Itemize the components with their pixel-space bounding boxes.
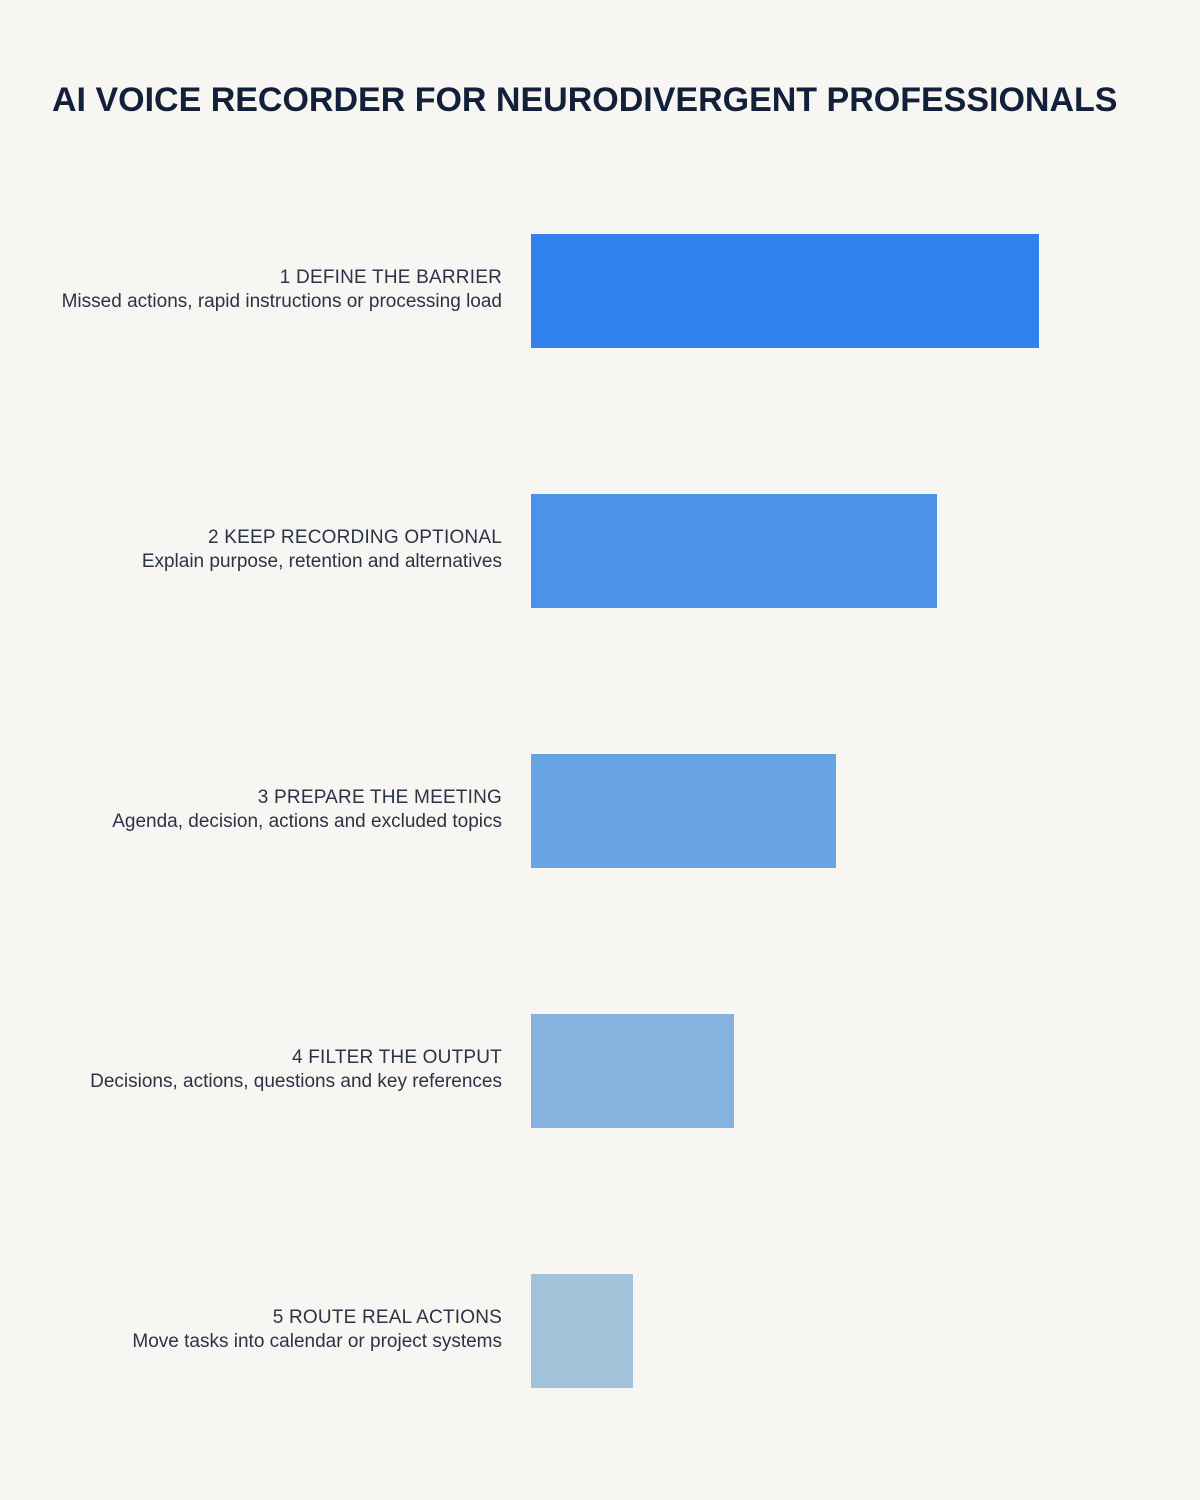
step-description: Agenda, decision, actions and excluded t… <box>112 811 502 832</box>
step-description: Explain purpose, retention and alternati… <box>141 551 502 572</box>
step-title: 3 PREPARE THE MEETING <box>257 787 502 808</box>
step-label-5: 5 ROUTE REAL ACTIONS Move tasks into cale… <box>132 1306 502 1354</box>
step-description: Decisions, actions, questions and key re… <box>90 1071 502 1092</box>
step-title: 1 DEFINE THE BARRIER <box>279 267 502 288</box>
bar-step-3 <box>531 754 836 868</box>
step-label-1: 1 DEFINE THE BARRIER Missed actions, rapi… <box>62 266 502 314</box>
step-title: 5 ROUTE REAL ACTIONS <box>272 1307 502 1328</box>
step-label-3: 3 PREPARE THE MEETING Agenda, decision, a… <box>112 786 502 834</box>
step-title: 4 FILTER THE OUTPUT <box>291 1047 502 1068</box>
step-description: Missed actions, rapid instructions or pr… <box>61 291 502 312</box>
step-title: 2 KEEP RECORDING OPTIONAL <box>208 527 502 548</box>
step-description: Move tasks into calendar or project syst… <box>132 1331 502 1352</box>
bar-step-1 <box>531 234 1039 348</box>
page-title: AI VOICE RECORDER FOR NEURODIVERGENT PRO… <box>52 81 1118 119</box>
bar-step-4 <box>531 1014 735 1128</box>
step-label-4: 4 FILTER THE OUTPUT Decisions, actions, q… <box>90 1046 502 1094</box>
step-label-2: 2 KEEP RECORDING OPTIONAL Explain purpose… <box>142 526 502 574</box>
bar-step-5 <box>531 1274 633 1388</box>
bar-step-2 <box>531 494 938 608</box>
